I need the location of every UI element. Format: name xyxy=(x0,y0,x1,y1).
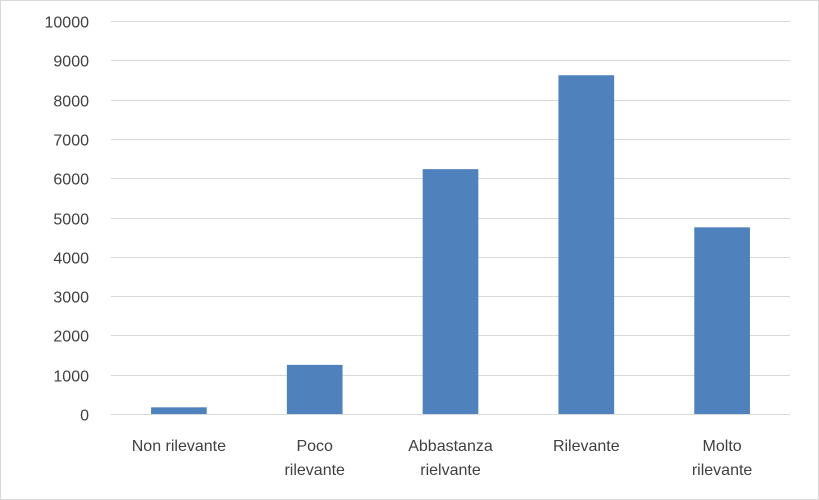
y-tick-label-3000: 3000 xyxy=(53,290,89,307)
x-axis-ticks: Non rilevante Poco rilevante Abbastanza riel… xyxy=(132,438,753,479)
y-tick-label-10000: 10000 xyxy=(45,15,90,32)
y-tick-label-0: 0 xyxy=(80,408,89,425)
y-tick-label-2000: 2000 xyxy=(53,329,89,346)
y-axis-ticks: 0 1000 2000 3000 4000 5000 6000 7000 8000 9000 100… xyxy=(45,15,90,425)
x-tick-label-2: Poco rilevante xyxy=(284,438,345,479)
y-tick-label-4000: 4000 xyxy=(53,251,89,268)
x-tick-label-1: Non rilevante xyxy=(132,438,226,455)
y-tick-label-1000: 1000 xyxy=(53,369,89,386)
x-tick-label-5: Molto rilevante xyxy=(692,438,753,479)
bar-poco-rilevante xyxy=(286,364,343,415)
y-tick-label-7000: 7000 xyxy=(53,133,89,150)
y-tick-label-8000: 8000 xyxy=(53,94,89,111)
x-tick-label-3: Abbastanza rielvante xyxy=(408,438,493,479)
bar-molto-rilevante xyxy=(694,227,750,414)
bars xyxy=(151,75,750,415)
y-tick-label-9000: 9000 xyxy=(53,54,89,71)
bar-non-rilevante xyxy=(151,407,207,414)
bar-abbastanza-rielvante xyxy=(422,169,479,414)
x-tick-label-4: Rilevante xyxy=(553,438,620,455)
y-tick-label-5000: 5000 xyxy=(53,212,89,229)
y-tick-label-6000: 6000 xyxy=(53,172,89,189)
bar-rilevante xyxy=(558,75,615,414)
